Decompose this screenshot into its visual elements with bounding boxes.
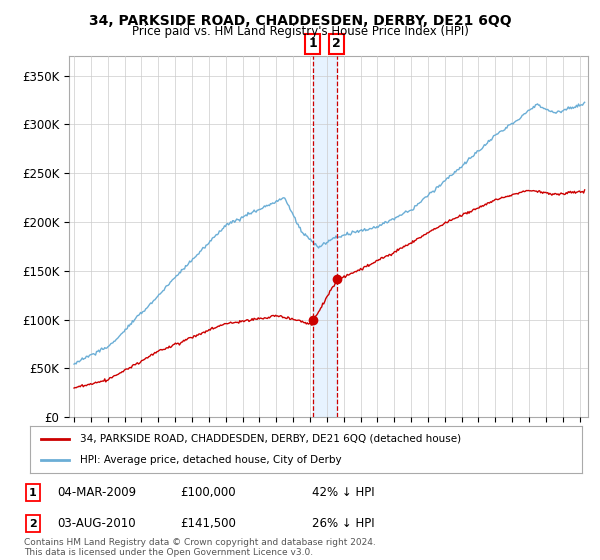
Text: 04-MAR-2009: 04-MAR-2009 [57, 486, 136, 500]
Text: 42% ↓ HPI: 42% ↓ HPI [312, 486, 374, 500]
Text: Price paid vs. HM Land Registry's House Price Index (HPI): Price paid vs. HM Land Registry's House … [131, 25, 469, 38]
Text: 1: 1 [29, 488, 37, 498]
Text: 03-AUG-2010: 03-AUG-2010 [57, 517, 136, 530]
Bar [313, 56, 337, 417]
Text: 26% ↓ HPI: 26% ↓ HPI [312, 517, 374, 530]
Text: HPI: Average price, detached house, City of Derby: HPI: Average price, detached house, City… [80, 455, 341, 465]
Text: £141,500: £141,500 [180, 517, 236, 530]
Text: Contains HM Land Registry data © Crown copyright and database right 2024.
This d: Contains HM Land Registry data © Crown c… [24, 538, 376, 557]
Text: 34, PARKSIDE ROAD, CHADDESDEN, DERBY, DE21 6QQ: 34, PARKSIDE ROAD, CHADDESDEN, DERBY, DE… [89, 14, 511, 28]
Text: 1: 1 [308, 38, 317, 50]
Text: 34, PARKSIDE ROAD, CHADDESDEN, DERBY, DE21 6QQ (detached house): 34, PARKSIDE ROAD, CHADDESDEN, DERBY, DE… [80, 434, 461, 444]
Text: £100,000: £100,000 [180, 486, 236, 500]
Text: 2: 2 [29, 519, 37, 529]
Text: 2: 2 [332, 38, 341, 50]
